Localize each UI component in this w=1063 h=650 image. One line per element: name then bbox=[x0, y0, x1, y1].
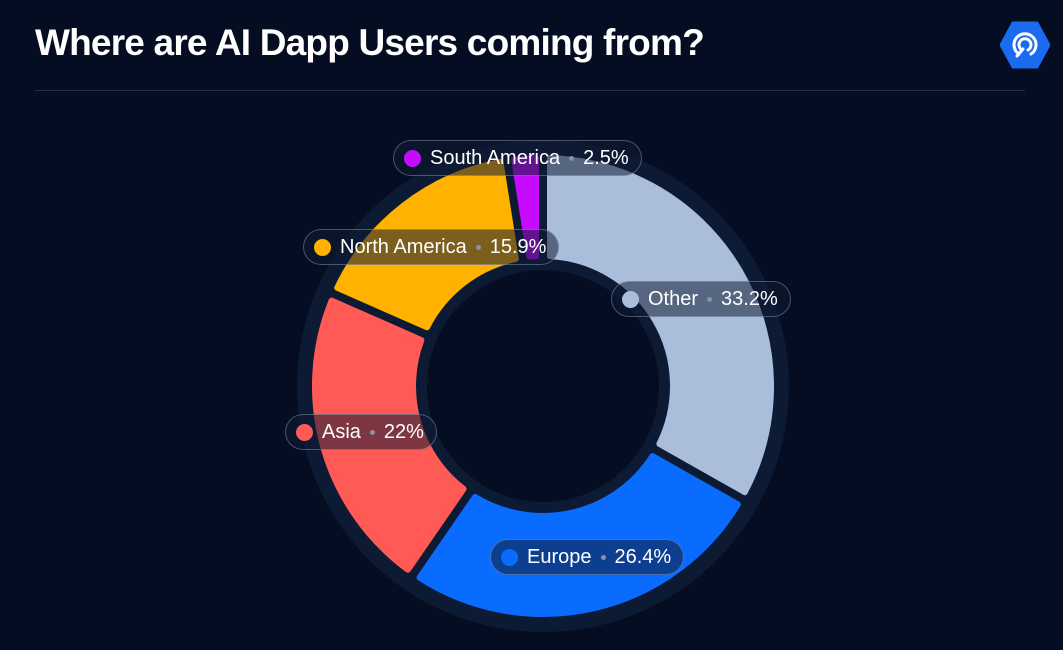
legend-dot bbox=[314, 238, 331, 256]
slice-label-south-america: South America 2.5% bbox=[393, 140, 642, 176]
value-label: 2.5% bbox=[583, 146, 629, 169]
value-label: 15.9% bbox=[489, 235, 547, 258]
legend-dot bbox=[622, 290, 639, 308]
legend-dot bbox=[501, 548, 518, 566]
category-name: South America bbox=[430, 146, 561, 169]
separator-dot bbox=[475, 244, 481, 250]
slice-label-europe: Europe 26.4% bbox=[490, 539, 685, 575]
value-label: 33.2% bbox=[721, 287, 778, 310]
slice-label-other: Other 33.2% bbox=[611, 281, 791, 317]
page-title: Where are AI Dapp Users coming from? bbox=[35, 22, 705, 63]
slice-label-asia: Asia 22% bbox=[285, 414, 437, 450]
category-name: Asia bbox=[322, 420, 361, 443]
separator-dot bbox=[369, 429, 375, 435]
category-name: Europe bbox=[527, 545, 592, 568]
category-name: Other bbox=[648, 287, 699, 310]
hexagon-signal-logo-icon bbox=[1000, 21, 1050, 69]
separator-dot bbox=[600, 554, 606, 560]
legend-dot bbox=[296, 423, 313, 441]
value-label: 26.4% bbox=[614, 545, 672, 568]
legend-dot bbox=[404, 149, 421, 167]
separator-dot bbox=[707, 296, 713, 302]
header-divider bbox=[35, 90, 1025, 91]
separator-dot bbox=[569, 155, 575, 161]
slice-other[interactable] bbox=[546, 155, 774, 496]
value-label: 22% bbox=[383, 420, 424, 443]
slice-label-north-america: North America 15.9% bbox=[303, 229, 560, 265]
category-name: North America bbox=[340, 235, 467, 258]
